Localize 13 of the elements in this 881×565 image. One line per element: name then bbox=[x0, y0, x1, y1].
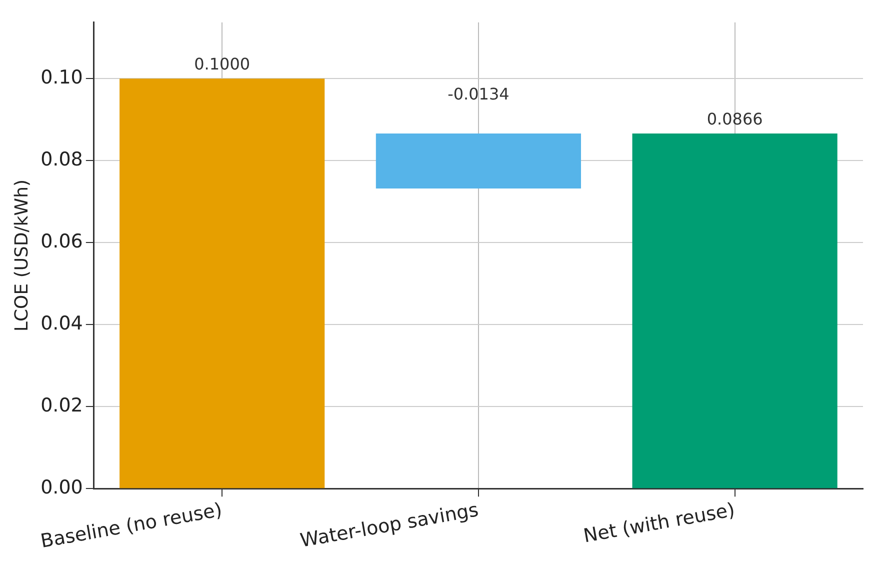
y-tick-label: 0.02 bbox=[40, 394, 83, 417]
data-label: 0.0866 bbox=[706, 110, 763, 129]
y-tick-label: 0.08 bbox=[40, 148, 83, 171]
y-tick-label: 0.04 bbox=[40, 312, 83, 335]
x-tick-label: Water-loop savings bbox=[298, 498, 480, 552]
y-tick-label: 0.00 bbox=[40, 476, 83, 499]
x-tick-label: Baseline (no reuse) bbox=[38, 498, 224, 553]
data-label: 0.1000 bbox=[194, 54, 250, 74]
x-tick-label: Net (with reuse) bbox=[582, 498, 737, 548]
y-axis-title: LCOE (USD/kWh) bbox=[11, 179, 32, 332]
data-label: -0.0134 bbox=[448, 84, 510, 104]
y-tick-label: 0.10 bbox=[40, 66, 83, 89]
y-tick-label: 0.06 bbox=[40, 230, 83, 253]
